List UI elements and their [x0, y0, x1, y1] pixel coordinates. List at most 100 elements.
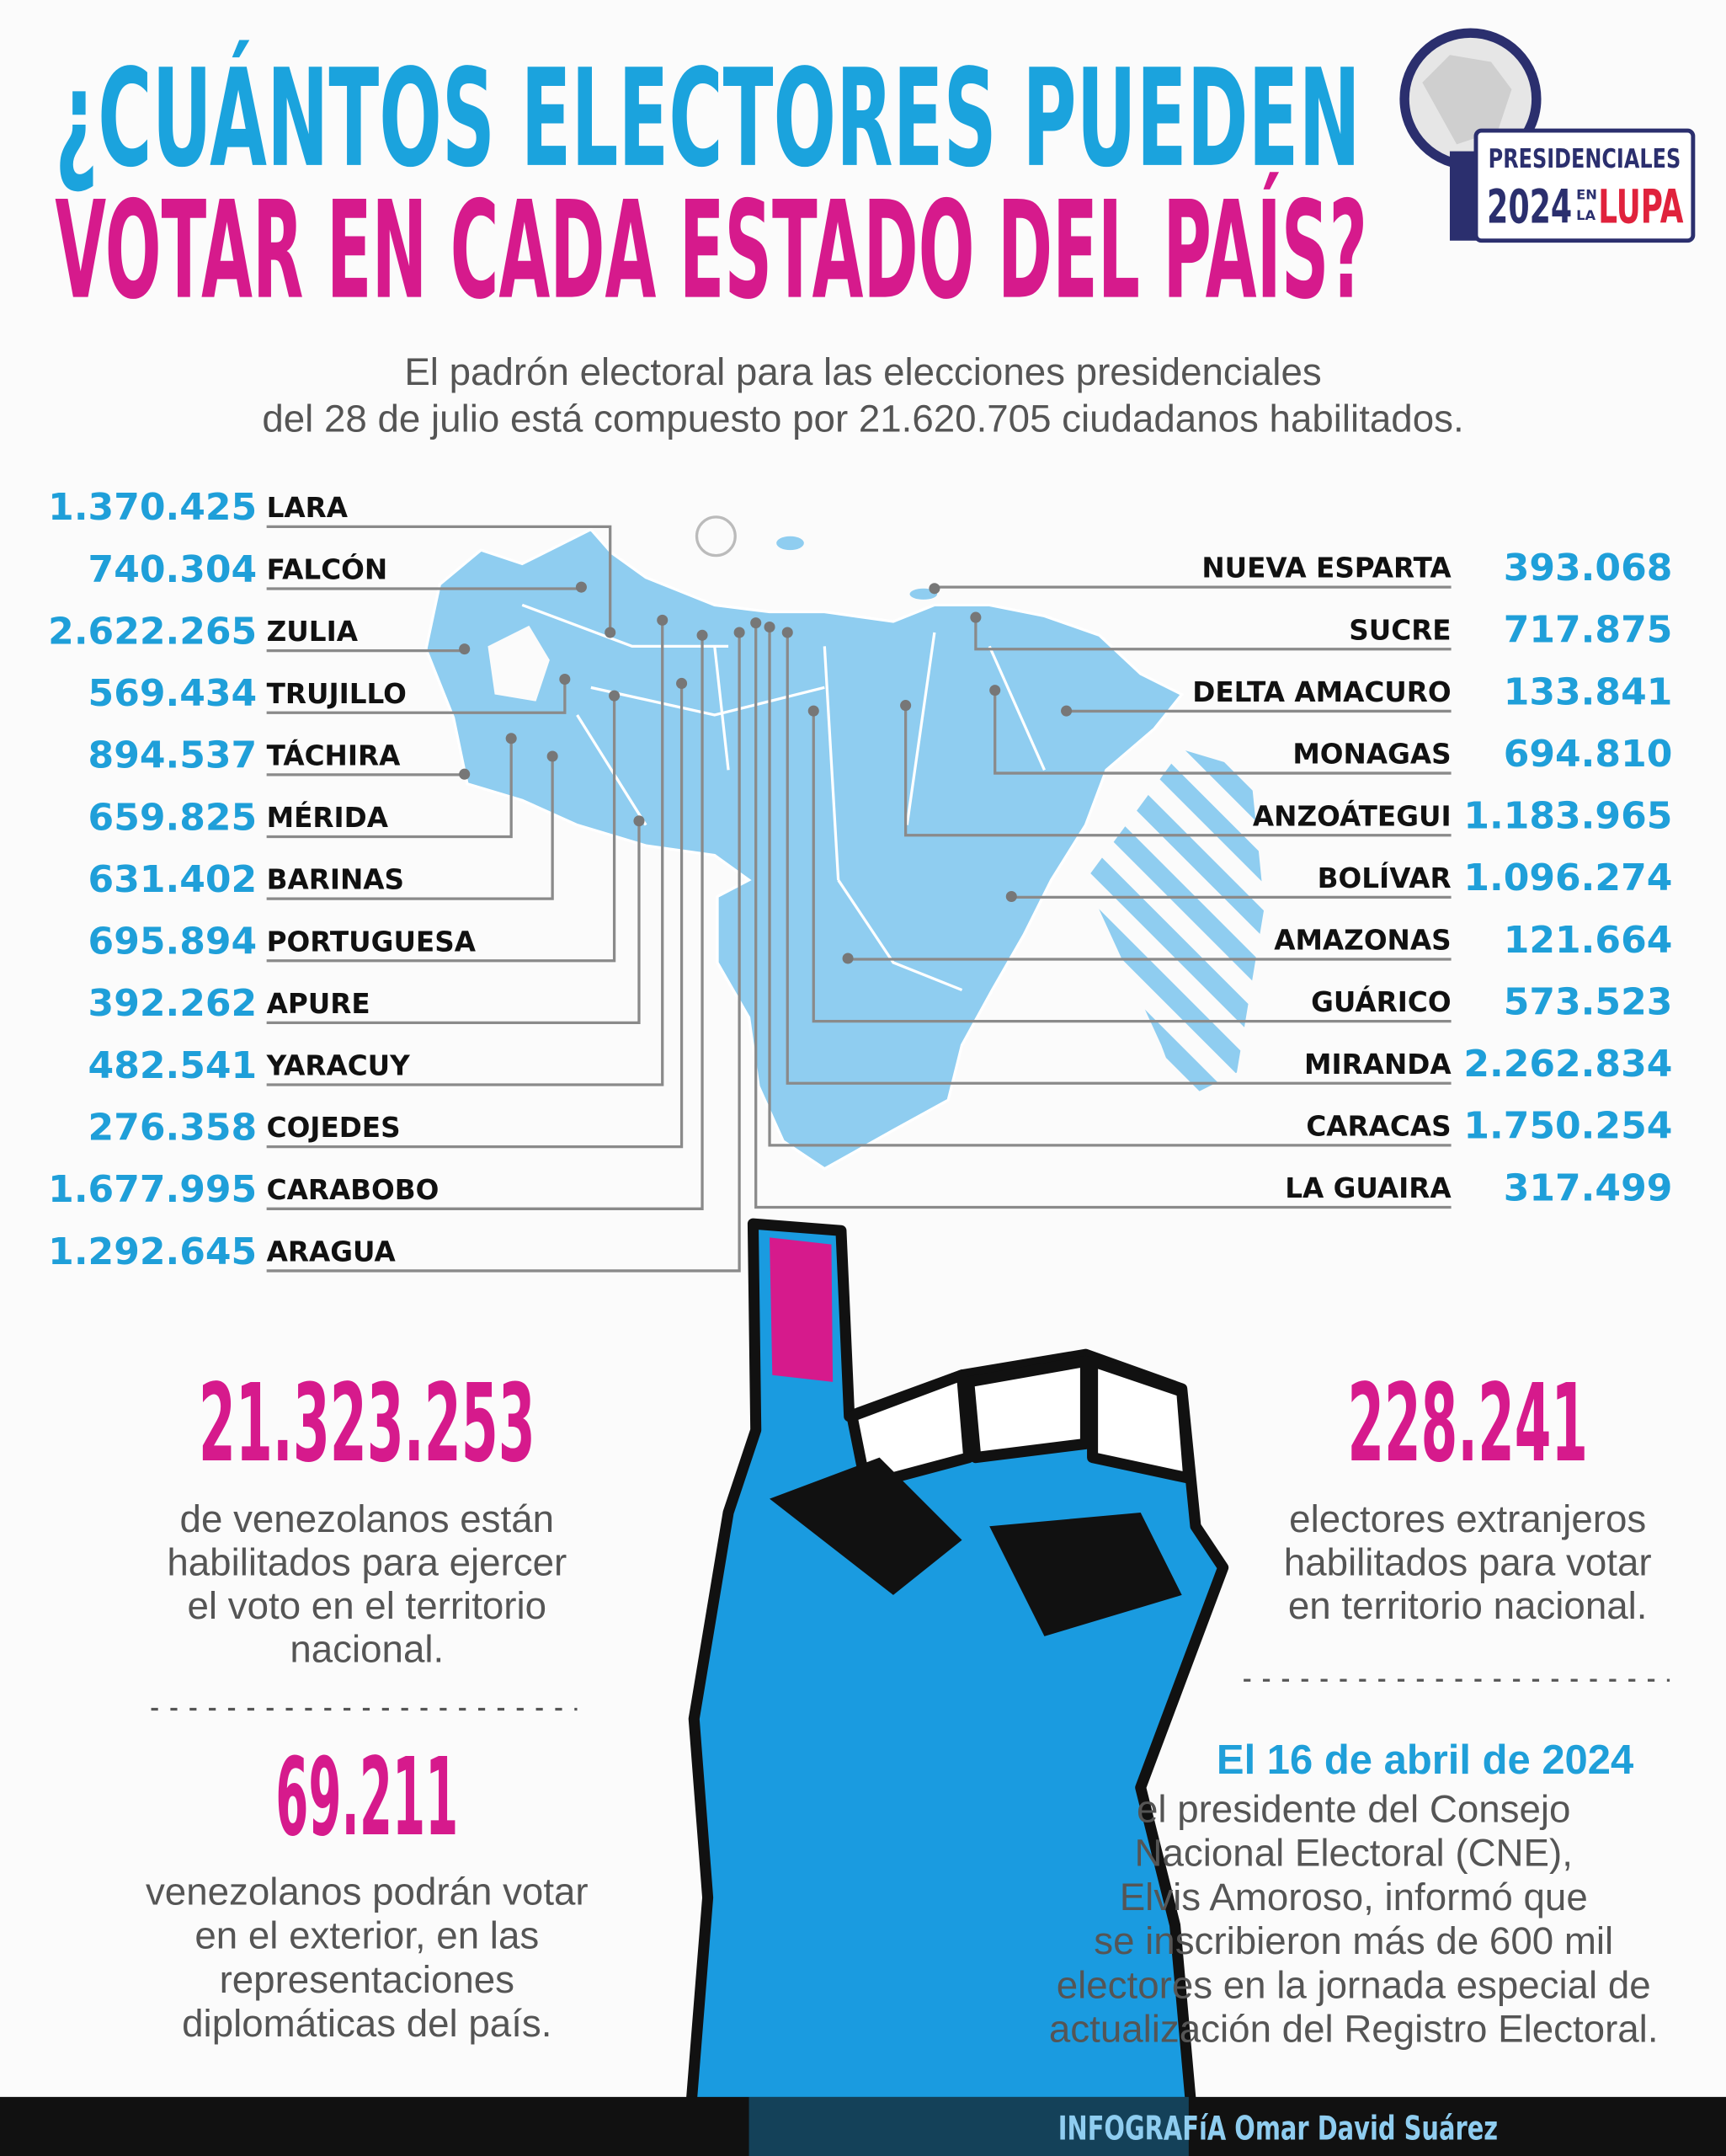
cne-date: El 16 de abril de 2024 — [1217, 1737, 1633, 1783]
leader-line — [266, 755, 554, 900]
leader-line — [933, 585, 1452, 589]
leader-line — [266, 683, 684, 1149]
state-dot — [696, 629, 708, 641]
logo-line1: PRESIDENCIALES — [1489, 144, 1681, 174]
state-value: 1.183.965 — [1463, 795, 1672, 838]
state-value: 694.810 — [1504, 733, 1673, 776]
state-name: DELTA AMACURO — [1192, 676, 1451, 708]
state-name: CARACAS — [1306, 1110, 1451, 1142]
state-value: 1.677.995 — [48, 1168, 257, 1211]
state-dot — [633, 815, 645, 827]
state-value: 392.262 — [88, 982, 258, 1025]
state-value: 894.537 — [88, 734, 258, 777]
text-line: en el exterior, en las — [194, 1914, 539, 1957]
state-name: CARABOBO — [267, 1174, 439, 1206]
leader-line — [754, 622, 1452, 1209]
logo: PRESIDENCIALES 2024 EN LA LUPA — [1399, 28, 1696, 243]
leader-line — [266, 738, 513, 839]
leader-line — [994, 690, 1452, 775]
state-value: 121.664 — [1504, 919, 1673, 962]
subtitle: del 28 de julio está compuesto por 21.62… — [262, 398, 1463, 440]
title-line2: VOTAR EN CADA ESTADO DEL PAÍS? — [55, 172, 1367, 329]
state-name: BARINAS — [267, 864, 404, 896]
text-line: representaciones — [220, 1958, 514, 2001]
text-line: habilitados para votar — [1284, 1540, 1652, 1583]
state-name: PORTUGUESA — [267, 926, 477, 958]
state-dot — [781, 627, 793, 638]
leader-line — [1009, 895, 1452, 899]
state-name: SUCRE — [1349, 614, 1451, 646]
state-value: 740.304 — [88, 548, 258, 591]
state-dot — [459, 643, 471, 655]
state-dot — [807, 705, 819, 717]
stat-value: 228.241 — [1347, 1362, 1588, 1486]
state-dot — [459, 768, 471, 780]
fist-illustration — [681, 1218, 1229, 2156]
text-line: el presidente del Consejo — [1137, 1787, 1571, 1830]
state-name: LARA — [267, 492, 349, 524]
state-value: 695.894 — [88, 921, 258, 963]
state-value: 1.750.254 — [1463, 1105, 1672, 1148]
leader-line — [266, 696, 616, 963]
title-line1: ¿CUÁNTOS ELECTORES PUEDEN — [55, 40, 1361, 197]
stat-value: 21.323.253 — [199, 1362, 535, 1486]
state-dot — [575, 581, 587, 593]
text-line: actualización del Registro Electoral. — [1049, 2008, 1659, 2051]
leader-line — [266, 632, 741, 1273]
text-line: Elvis Amoroso, informó que — [1120, 1876, 1588, 1919]
state-name: ANZOÁTEGUI — [1253, 800, 1452, 832]
state-dot — [559, 674, 571, 686]
text-line: en territorio nacional. — [1288, 1584, 1648, 1627]
state-dot — [546, 750, 558, 762]
state-name: APURE — [267, 988, 370, 1020]
state-name: MÉRIDA — [267, 802, 389, 834]
logo-lupa: LUPA — [1598, 179, 1683, 234]
text-line: Nacional Electoral (CNE), — [1135, 1832, 1573, 1875]
text-line: habilitados para ejercer — [167, 1540, 567, 1583]
text-line: se inscribieron más de 600 mil — [1094, 1919, 1613, 1962]
state-dot — [900, 700, 912, 712]
state-name: BOLÍVAR — [1318, 862, 1452, 894]
state-dot — [605, 627, 616, 638]
footer-arm — [748, 2096, 1189, 2156]
leader-line — [266, 773, 466, 776]
state-value: 2.262.834 — [1463, 1043, 1672, 1086]
leader-line — [974, 617, 1452, 651]
state-value: 631.402 — [88, 858, 258, 901]
state-dot — [970, 611, 982, 623]
state-dot — [989, 685, 1001, 696]
state-value: 276.358 — [88, 1107, 258, 1150]
state-dot — [1061, 705, 1073, 717]
logo-year: 2024 — [1487, 179, 1572, 234]
state-name: NUEVA ESPARTA — [1201, 552, 1452, 584]
state-value: 569.434 — [88, 672, 258, 715]
state-name: AMAZONAS — [1274, 925, 1451, 957]
text-line: diplomáticas del país. — [182, 2002, 551, 2045]
text-line: nacional. — [290, 1628, 444, 1671]
leader-line — [812, 711, 1452, 1023]
state-name: MONAGAS — [1292, 739, 1451, 771]
text-line: de venezolanos están — [180, 1497, 554, 1540]
leader-line — [266, 820, 641, 1025]
footer-bar — [0, 2096, 1726, 2156]
content: ¿CUÁNTOS ELECTORES PUEDEN VOTAR EN CADA … — [0, 28, 1726, 2156]
state-value: 1.096.274 — [1463, 857, 1672, 899]
state-dot — [505, 733, 517, 744]
state-name: GUÁRICO — [1311, 986, 1451, 1018]
state-name: ARAGUA — [267, 1236, 397, 1268]
state-value: 573.523 — [1504, 980, 1673, 1023]
text-line: venezolanos podrán votar — [146, 1870, 589, 1913]
state-dot — [842, 953, 854, 964]
logo-en: EN — [1576, 187, 1597, 203]
state-value: 133.841 — [1504, 670, 1673, 713]
state-dot — [733, 627, 745, 638]
state-dot — [609, 690, 621, 702]
state-value: 482.541 — [88, 1044, 258, 1087]
leader-line — [266, 620, 664, 1086]
leader-line — [266, 587, 583, 590]
leaders — [266, 525, 1452, 1273]
